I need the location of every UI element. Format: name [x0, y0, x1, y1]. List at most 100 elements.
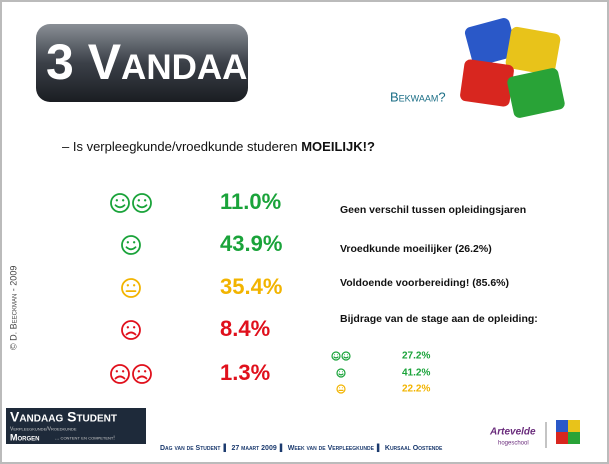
footer-item: 27 maart 2009: [231, 445, 276, 452]
smiley-eye: [143, 370, 147, 373]
footer-item: Kursaal Oostende: [385, 445, 443, 452]
smiley: [341, 351, 351, 361]
smiley-eye: [334, 354, 336, 356]
smiley: [336, 384, 346, 394]
results: 11.0% 43.9% 35.4% 8.4% 1.3%: [110, 189, 282, 385]
smiley: [331, 351, 341, 361]
smiley-mouth: [338, 373, 344, 376]
stage-value: 22.2%: [402, 384, 430, 395]
smiley-eye: [346, 354, 348, 356]
smiley-face: [121, 235, 141, 255]
smiley: [110, 364, 130, 384]
smiley-eye: [341, 387, 343, 389]
footer-separator: ▌: [377, 443, 382, 453]
smiley-mouth: [136, 375, 148, 380]
title-box: [36, 24, 248, 102]
smiley-face: [132, 364, 152, 384]
result-value: 35.4%: [220, 274, 282, 299]
footer-item: Dag van de Student: [160, 445, 220, 452]
title: 3 Vandaag: [46, 34, 275, 90]
smiley-eye: [132, 241, 136, 244]
smiley-eye: [115, 370, 119, 373]
result-value: 1.3%: [220, 360, 270, 385]
footer-item: Week van de Verpleegkunde: [288, 445, 375, 452]
smiley-eye: [143, 199, 147, 202]
smiley-eye: [126, 284, 130, 287]
smiley: [121, 235, 141, 255]
anniversary-logo: [556, 420, 580, 444]
smiley-eye: [132, 284, 136, 287]
smiley-mouth: [333, 356, 339, 359]
smiley-eye: [115, 199, 119, 202]
footer: Dag van de Student ▌ 27 maart 2009 ▌ Week va…: [160, 443, 443, 453]
smiley-eye: [336, 354, 338, 356]
logo-piece: [556, 420, 568, 432]
logo-box: [6, 408, 146, 444]
stage-value: 27.2%: [402, 351, 430, 362]
logo-piece: [568, 432, 580, 444]
smiley-face: [336, 368, 346, 378]
smiley-eye: [126, 241, 130, 244]
smiley-eye: [121, 370, 125, 373]
note: Vroedkunde moeilijker (26.2%): [340, 243, 492, 255]
question-text: – Is verpleegkunde/vroedkunde studeren: [62, 139, 301, 154]
subtitle: Bekwaam?: [390, 89, 446, 104]
smiley-mouth: [343, 356, 349, 359]
smiley: [121, 320, 141, 340]
piece: [507, 68, 565, 118]
smiley-eye: [339, 371, 341, 373]
smiley-face: [110, 364, 130, 384]
note: Geen verschil tussen opleidingsjaren: [340, 204, 526, 216]
logo-line: Vandaag Student: [10, 409, 117, 425]
question-emphasis: MOEILIJK!?: [301, 139, 375, 154]
smiley: [110, 193, 130, 213]
smiley-mouth: [114, 204, 126, 209]
smiley-face: [121, 320, 141, 340]
smiley-face: [121, 278, 141, 298]
result-value: 8.4%: [220, 316, 270, 341]
smiley-face: [336, 384, 346, 394]
logo: Vandaag Student Verpleegkunde/Vroedkunde…: [6, 408, 146, 444]
smiley-face: [341, 351, 351, 361]
smiley: [132, 364, 152, 384]
smiley-eye: [137, 370, 141, 373]
puzzle: [460, 18, 565, 118]
smiley-face: [132, 193, 152, 213]
footer-separator: ▌: [280, 443, 285, 453]
copyright: © D. Beeckman - 2009: [8, 266, 18, 350]
logo-line: Verpleegkunde/Vroedkunde: [10, 426, 77, 432]
logo-line: Morgen: [10, 432, 40, 442]
logo-piece: [568, 420, 580, 432]
piece: [460, 59, 514, 107]
smiley-face: [110, 193, 130, 213]
smiley: [132, 193, 152, 213]
result-value: 11.0%: [220, 189, 281, 214]
piece: [464, 18, 518, 66]
note: Voldoende voorbereiding! (85.6%): [340, 277, 509, 289]
stage-value: 41.2%: [402, 368, 430, 379]
smiley: [336, 368, 346, 378]
note: Bijdrage van de stage aan de opleiding:: [340, 313, 538, 325]
smiley-mouth: [125, 331, 137, 336]
smiley-eye: [121, 199, 125, 202]
smiley-eye: [339, 387, 341, 389]
result-value: 43.9%: [220, 231, 282, 256]
smiley-eye: [344, 354, 346, 356]
smiley-eye: [126, 326, 130, 329]
smiley-mouth: [125, 246, 137, 251]
school-sub: hogeschool: [498, 441, 529, 447]
question: – Is verpleegkunde/vroedkunde studeren M…: [62, 139, 375, 154]
smiley: [121, 278, 141, 298]
footer-separator: ▌: [223, 443, 228, 453]
smiley-mouth: [114, 375, 126, 380]
school-name: Artevelde: [489, 427, 536, 438]
smiley-eye: [341, 371, 343, 373]
smiley-mouth: [136, 204, 148, 209]
smiley-face: [331, 351, 341, 361]
logo-piece: [556, 432, 568, 444]
piece: [505, 26, 561, 76]
smiley-eye: [132, 326, 136, 329]
logo-line: ... content en competent!: [55, 435, 115, 441]
